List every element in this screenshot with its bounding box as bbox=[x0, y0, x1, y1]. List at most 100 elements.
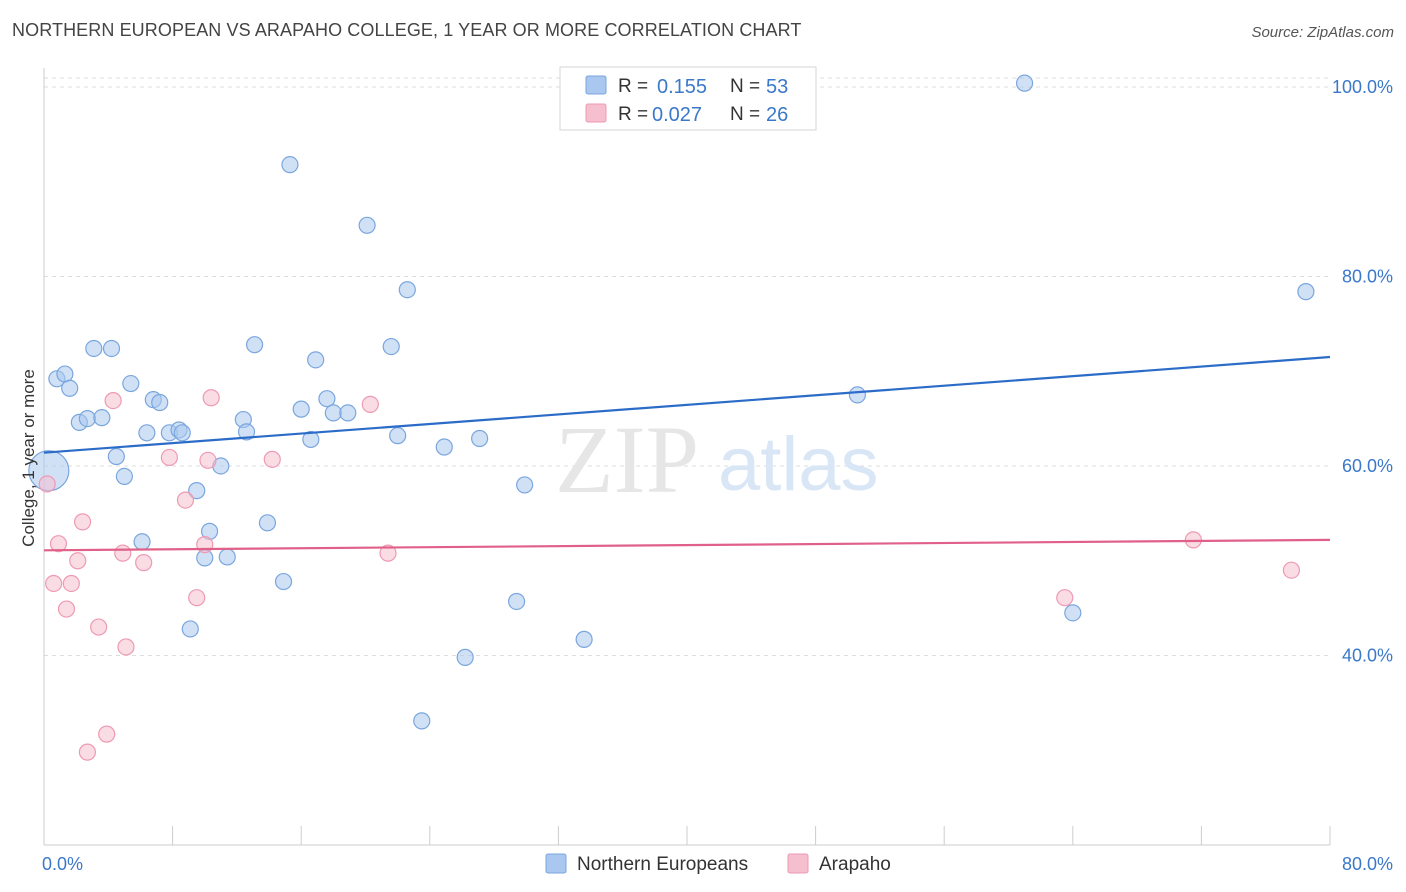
northern-europeans-point bbox=[173, 424, 191, 442]
arapaho-point bbox=[45, 574, 63, 593]
northern-europeans-point bbox=[61, 379, 79, 397]
stats-n-label-pink: N = bbox=[730, 104, 760, 125]
x-tick-label: 80.0% bbox=[1342, 854, 1393, 874]
arapaho-point bbox=[57, 600, 76, 618]
northern-europeans-point bbox=[107, 447, 125, 466]
chart-title: NORTHERN EUROPEAN VS ARAPAHO COLLEGE, 1 … bbox=[12, 20, 802, 40]
northern-europeans-point bbox=[848, 386, 866, 404]
northern-europeans-point bbox=[318, 390, 336, 408]
northern-europeans-point bbox=[133, 533, 151, 551]
arapaho-point bbox=[1056, 589, 1074, 607]
axis-layer: 40.0% 60.0% 80.0% 100.0% 0.0% 80.0% bbox=[42, 68, 1393, 874]
arapaho-trend-line bbox=[43, 538, 1331, 552]
northern-europeans-point bbox=[389, 427, 407, 445]
northern-europeans-point bbox=[358, 216, 376, 234]
northern-europeans-point bbox=[78, 409, 97, 428]
y-tick-label: 100.0% bbox=[1332, 77, 1393, 97]
arapaho-point bbox=[98, 725, 116, 743]
northern-europeans-point bbox=[56, 365, 74, 383]
northern-europeans-point bbox=[102, 339, 121, 358]
arapaho-point bbox=[114, 544, 132, 562]
arapaho-point bbox=[73, 513, 92, 531]
arapaho-point bbox=[49, 535, 68, 553]
northern-europeans-point bbox=[508, 592, 526, 611]
legend-swatch-arapaho bbox=[787, 853, 809, 874]
arapaho-point bbox=[202, 389, 220, 407]
source-label: Source: ZipAtlas.com bbox=[1251, 24, 1394, 41]
arapaho-point bbox=[104, 391, 122, 410]
northern-europeans-point bbox=[1297, 283, 1315, 301]
watermark-atlas: atlas bbox=[718, 422, 879, 507]
stats-r-value-pink: 0.027 bbox=[652, 104, 702, 126]
arapaho-point bbox=[135, 554, 153, 572]
northern-europeans-point bbox=[456, 648, 474, 666]
legend: Northern Europeans Arapaho bbox=[545, 853, 891, 875]
arapaho-point bbox=[196, 536, 214, 554]
legend-swatch-northern-europeans bbox=[545, 853, 567, 874]
stats-n-label-blue: N = bbox=[730, 76, 760, 97]
stats-box: R = 0.155 N = 53 R = 0.027 N = 26 bbox=[559, 66, 817, 131]
arapaho-point bbox=[69, 552, 87, 570]
arapaho-point bbox=[188, 589, 206, 607]
northern-europeans-trend-line bbox=[43, 355, 1331, 454]
legend-label-northern-europeans: Northern Europeans bbox=[577, 854, 748, 875]
stats-r-label-blue: R = bbox=[618, 76, 648, 97]
northern-europeans-point bbox=[85, 339, 103, 358]
y-axis-title: College, 1 year or more bbox=[19, 369, 38, 547]
arapaho-point bbox=[62, 574, 80, 593]
arapaho-point bbox=[38, 475, 56, 493]
northern-europeans-point bbox=[339, 404, 357, 422]
northern-europeans-point bbox=[324, 404, 342, 422]
northern-europeans-point bbox=[138, 424, 156, 442]
stats-r-label-pink: R = bbox=[618, 104, 648, 125]
legend-label-arapaho: Arapaho bbox=[819, 854, 891, 875]
watermark-zip: ZIP bbox=[555, 406, 699, 513]
northern-europeans-point bbox=[382, 337, 400, 356]
northern-europeans-point bbox=[471, 429, 489, 448]
northern-europeans-point bbox=[1064, 604, 1082, 622]
northern-europeans-point bbox=[292, 400, 310, 418]
northern-europeans-point bbox=[413, 712, 431, 730]
northern-europeans-point bbox=[245, 336, 264, 354]
northern-europeans-point bbox=[258, 514, 277, 532]
points-layer bbox=[28, 72, 1315, 761]
northern-europeans-point bbox=[274, 572, 293, 591]
grid-layer bbox=[44, 77, 1330, 656]
arapaho-point bbox=[361, 395, 379, 413]
northern-europeans-point bbox=[218, 548, 236, 566]
trend-layer bbox=[43, 355, 1331, 552]
northern-europeans-point bbox=[237, 423, 256, 441]
northern-europeans-point bbox=[435, 438, 453, 456]
northern-europeans-point bbox=[516, 476, 534, 494]
northern-europeans-point bbox=[115, 467, 133, 485]
northern-europeans-point bbox=[181, 620, 199, 638]
y-tick-label: 60.0% bbox=[1342, 456, 1393, 476]
stats-swatch-pink bbox=[585, 103, 607, 123]
arapaho-point bbox=[90, 618, 108, 636]
stats-swatch-blue bbox=[585, 75, 607, 95]
arapaho-point bbox=[117, 638, 135, 656]
northern-europeans-point bbox=[302, 430, 320, 449]
arapaho-point bbox=[160, 448, 178, 467]
northern-europeans-point bbox=[398, 281, 416, 299]
arapaho-point bbox=[379, 544, 397, 562]
stats-r-value-blue: 0.155 bbox=[657, 76, 707, 98]
stats-n-value-blue: 53 bbox=[766, 76, 788, 98]
arapaho-point bbox=[1282, 561, 1301, 579]
stats-n-value-pink: 26 bbox=[766, 104, 788, 126]
x-tick-label: 0.0% bbox=[42, 854, 83, 874]
watermark: ZIP atlas bbox=[555, 406, 879, 513]
arapaho-point bbox=[199, 451, 217, 469]
northern-europeans-point bbox=[281, 156, 299, 174]
northern-europeans-point bbox=[93, 409, 111, 427]
arapaho-point bbox=[78, 743, 97, 761]
northern-europeans-point bbox=[151, 393, 169, 412]
arapaho-point bbox=[176, 491, 195, 509]
northern-europeans-point bbox=[307, 351, 325, 369]
northern-europeans-point bbox=[122, 374, 140, 393]
arapaho-point bbox=[263, 450, 281, 468]
northern-europeans-point bbox=[575, 630, 593, 648]
y-tick-label: 40.0% bbox=[1342, 645, 1393, 665]
northern-europeans-point bbox=[188, 482, 206, 500]
